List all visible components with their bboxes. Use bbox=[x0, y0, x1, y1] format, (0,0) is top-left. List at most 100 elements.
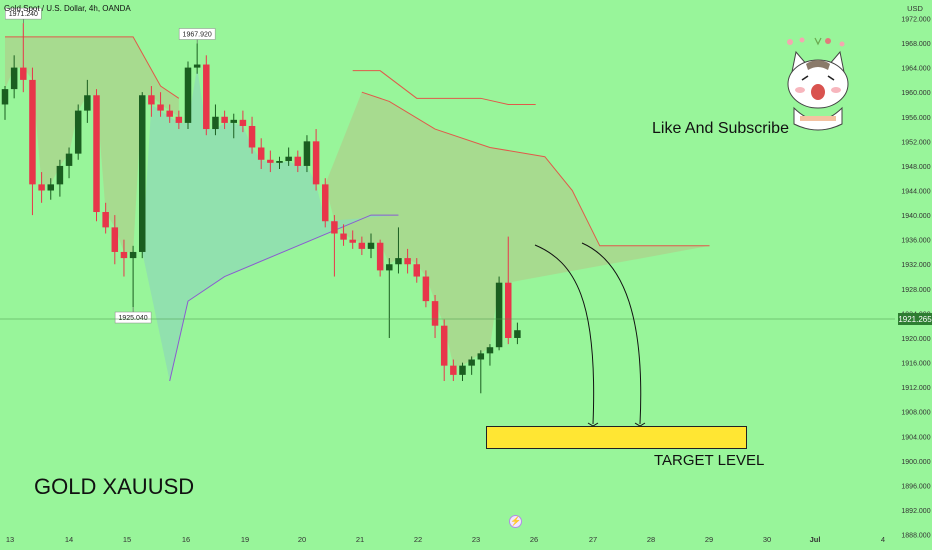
candle bbox=[248, 125, 256, 148]
price-label-box bbox=[5, 7, 42, 20]
x-tick-label: 21 bbox=[356, 535, 364, 544]
x-tick-label: 23 bbox=[472, 535, 480, 544]
price-label-text: 1925.040 bbox=[118, 315, 147, 322]
candle bbox=[10, 67, 18, 90]
lightning-icon[interactable]: ⚡ bbox=[509, 515, 522, 528]
candle bbox=[257, 147, 265, 160]
y-tick-label: 1936.000 bbox=[901, 238, 930, 245]
candle bbox=[184, 67, 192, 123]
candle bbox=[486, 347, 494, 354]
y-tick-label: 1956.000 bbox=[901, 115, 930, 122]
support-fill bbox=[142, 67, 399, 382]
candle bbox=[477, 353, 485, 360]
candle bbox=[459, 365, 466, 375]
y-tick-label: 1968.000 bbox=[901, 41, 930, 48]
candle bbox=[120, 251, 128, 259]
x-tick-label: 19 bbox=[241, 535, 249, 544]
candle bbox=[285, 156, 292, 162]
candle bbox=[193, 64, 201, 68]
time-axis[interactable]: 13 14 15 16 19 20 21 22 23 26 27 28 29 30 Jul 4 bbox=[6, 535, 885, 544]
like-subscribe-caption: Like And Subscribe bbox=[652, 120, 789, 137]
x-tick-label: 29 bbox=[705, 535, 713, 544]
y-tick-label: 1940.000 bbox=[901, 213, 930, 220]
candle bbox=[294, 156, 302, 166]
candle bbox=[422, 276, 430, 302]
candle bbox=[267, 159, 274, 163]
y-tick-label: 1932.000 bbox=[901, 262, 930, 269]
y-tick-label: 1920.000 bbox=[901, 336, 930, 343]
candle bbox=[367, 242, 375, 249]
y-tick-label: 1964.000 bbox=[901, 66, 930, 73]
y-tick-label: 1960.000 bbox=[901, 90, 930, 97]
indicator-fills bbox=[5, 36, 710, 382]
y-tick-label: 1944.000 bbox=[901, 189, 930, 196]
candle bbox=[56, 165, 64, 185]
target-level-caption: TARGET LEVEL bbox=[654, 452, 765, 469]
candle bbox=[157, 104, 164, 111]
y-tick-label: 1916.000 bbox=[901, 361, 930, 368]
candle bbox=[431, 301, 439, 326]
y-tick-label: 1896.000 bbox=[901, 483, 930, 490]
candle bbox=[312, 141, 320, 185]
y-axis-label: USD bbox=[907, 4, 923, 13]
candle bbox=[395, 258, 402, 265]
lower-band-line bbox=[169, 214, 399, 382]
candle bbox=[102, 212, 109, 228]
price-label-text: 1967.920 bbox=[183, 32, 212, 39]
candle bbox=[440, 325, 448, 366]
y-tick-label: 1912.000 bbox=[901, 385, 930, 392]
projection-arrow-2 bbox=[581, 242, 642, 425]
candle bbox=[413, 264, 420, 277]
candle bbox=[84, 95, 91, 111]
candle bbox=[203, 64, 210, 130]
x-tick-label: 4 bbox=[881, 535, 885, 544]
candle bbox=[230, 119, 237, 123]
candle bbox=[139, 95, 146, 252]
target-zone bbox=[486, 426, 747, 449]
candle bbox=[468, 359, 475, 366]
candle bbox=[166, 110, 173, 117]
price-labels: 1971.240 1967.920 1925.040 bbox=[5, 7, 216, 324]
x-tick-label: Jul bbox=[810, 535, 821, 544]
candle bbox=[505, 282, 512, 338]
x-tick-label: 13 bbox=[6, 535, 14, 544]
candle bbox=[221, 116, 228, 123]
y-tick-label: 1948.000 bbox=[901, 164, 930, 171]
y-tick-label: 1888.000 bbox=[901, 533, 930, 540]
candle bbox=[93, 95, 100, 213]
candle bbox=[276, 161, 283, 163]
y-tick-label: 1952.000 bbox=[901, 139, 930, 146]
price-label-text: 1971.240 bbox=[9, 11, 38, 18]
symbol-caption: GOLD XAUUSD bbox=[34, 474, 195, 499]
candle bbox=[349, 239, 356, 243]
candle bbox=[212, 116, 219, 130]
candle bbox=[1, 89, 9, 105]
x-tick-label: 14 bbox=[65, 535, 73, 544]
x-tick-label: 20 bbox=[298, 535, 306, 544]
candle bbox=[129, 251, 137, 259]
upper-band-line bbox=[5, 36, 180, 99]
candle bbox=[303, 141, 311, 166]
candle bbox=[358, 242, 366, 249]
candle bbox=[29, 79, 36, 185]
y-tick-label: 1972.000 bbox=[901, 16, 930, 23]
candle bbox=[111, 227, 119, 252]
chart-title: Gold Spot / U.S. Dollar, 4h, OANDA bbox=[4, 4, 131, 13]
y-tick-label: 1900.000 bbox=[901, 459, 930, 466]
candle bbox=[47, 184, 54, 191]
price-label-box bbox=[178, 28, 216, 40]
candles bbox=[1, 23, 521, 394]
current-price-badge bbox=[898, 313, 932, 325]
y-tick-label: 1928.000 bbox=[901, 287, 930, 294]
candle bbox=[450, 365, 457, 375]
x-tick-label: 28 bbox=[647, 535, 655, 544]
x-tick-label: 27 bbox=[589, 535, 597, 544]
candle bbox=[514, 330, 521, 338]
candle bbox=[65, 153, 73, 166]
candle bbox=[495, 282, 503, 348]
candle bbox=[386, 264, 393, 271]
candle bbox=[331, 221, 338, 234]
y-tick-label: 1904.000 bbox=[901, 434, 930, 441]
price-axis[interactable]: 1888.000 1892.000 1896.000 1900.000 1904.000… bbox=[901, 16, 930, 539]
candle bbox=[38, 184, 45, 191]
